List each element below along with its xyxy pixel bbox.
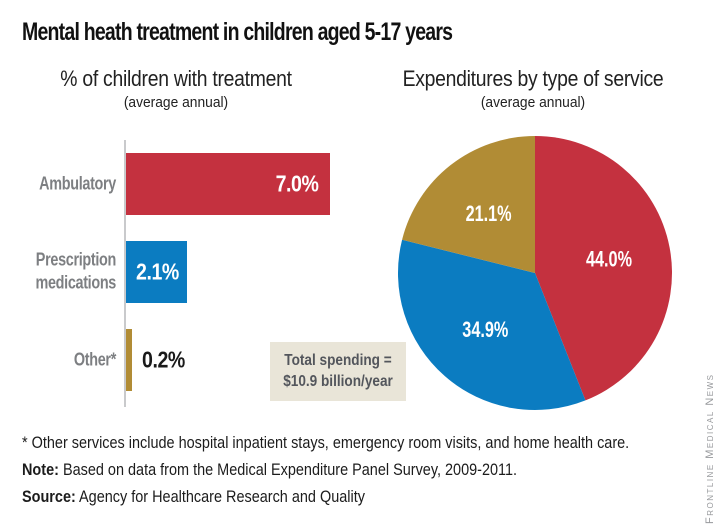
bar-chart-heading: % of children with treatment (average an… xyxy=(0,66,352,111)
bar-chart-axis xyxy=(124,140,126,407)
pie-slice xyxy=(402,136,535,273)
pie-slice-label: 34.9% xyxy=(462,317,508,342)
note-label: Note: xyxy=(22,460,59,479)
bar-segment xyxy=(126,329,132,391)
total-spending-line2: $10.9 billion/year xyxy=(283,372,393,390)
pie-slice-label: 21.1% xyxy=(466,201,512,226)
bar-chart-subtitle: (average annual) xyxy=(123,94,229,111)
pie-chart-title: Expenditures by type of service xyxy=(402,66,664,91)
bar-chart-title: % of children with treatment xyxy=(60,66,292,91)
source-label: Source: xyxy=(22,487,76,506)
bar-category-label: Prescription medications xyxy=(35,249,116,293)
watermark-frontline-medical-news: Frontline Medical News xyxy=(704,373,716,524)
footnote-source: Source: Agency for Healthcare Research a… xyxy=(22,487,365,507)
source-text: Agency for Healthcare Research and Quali… xyxy=(75,487,365,506)
bar-value-label: 7.0% xyxy=(275,170,318,197)
note-text: Based on data from the Medical Expenditu… xyxy=(58,460,518,479)
bar-category-label: Ambulatory xyxy=(39,173,116,194)
pie-slice-label: 44.0% xyxy=(586,246,632,271)
bar-value-label: 0.2% xyxy=(142,346,185,373)
pie-chart-heading: Expenditures by type of service (average… xyxy=(358,66,708,111)
pie-slice xyxy=(397,239,586,411)
total-spending-line1: Total spending = xyxy=(284,351,392,369)
bar-segment xyxy=(126,241,187,303)
bar-value-label: 2.1% xyxy=(136,258,179,285)
pie-chart-subtitle: (average annual) xyxy=(480,94,586,111)
pie-slice xyxy=(535,136,672,401)
total-spending-box: Total spending = $10.9 billion/year xyxy=(270,342,406,401)
pie-chart: 44.0% 34.9% 21.1% xyxy=(397,136,672,411)
footnote-note: Note: Based on data from the Medical Exp… xyxy=(22,460,517,480)
bar-segment xyxy=(126,153,330,215)
page-title: Mental heath treatment in children aged … xyxy=(22,18,453,46)
footnote-other-services: * Other services include hospital inpati… xyxy=(22,433,630,452)
bar-category-label: Other* xyxy=(73,349,116,370)
